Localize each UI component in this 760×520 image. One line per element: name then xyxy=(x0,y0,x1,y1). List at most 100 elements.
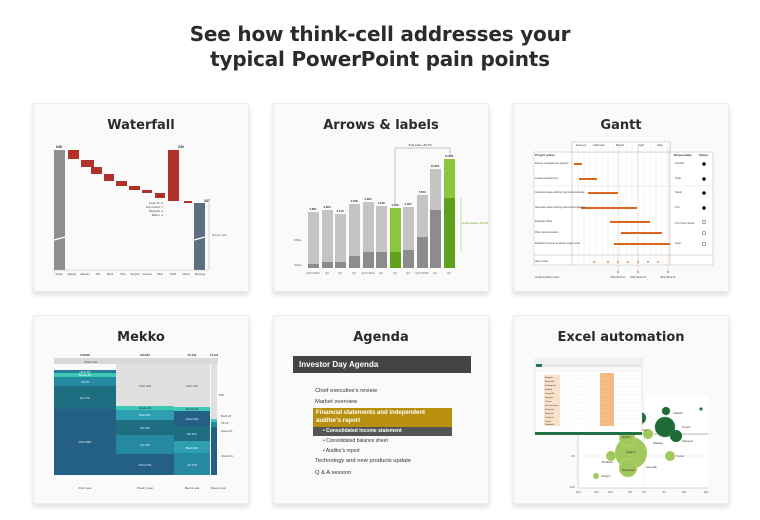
card-excel-automation[interactable]: Excel automation Chatfield Westminster xyxy=(513,315,729,504)
waterfall-chart: 648 230 437 Margin 13% Power M. -6 Bus c… xyxy=(52,145,227,276)
svg-text:Wkly Week 11: Wkly Week 11 xyxy=(610,276,626,279)
svg-text:Trenton: Trenton xyxy=(545,400,552,403)
svg-text:China 17%: China 17% xyxy=(139,463,152,467)
svg-text:Other 45%: Other 45% xyxy=(139,384,152,388)
svg-text:Retail: Retail xyxy=(56,272,63,276)
svg-text:Mechanicsburg: Mechanicsburg xyxy=(545,405,559,407)
svg-text:Display: Display xyxy=(68,272,77,276)
svg-text:Castleton: Castleton xyxy=(545,416,553,419)
svg-text:Bedford: Bedford xyxy=(622,436,631,439)
svg-text:3,867: 3,867 xyxy=(310,207,317,211)
svg-text:Q4: Q4 xyxy=(406,271,410,275)
svg-text:Online: Online xyxy=(294,263,302,267)
agenda-subitem-selected: • Consolidated income statement xyxy=(313,427,452,436)
svg-text:55%: 55% xyxy=(219,394,225,397)
svg-text:Q4: Q4 xyxy=(352,271,356,275)
svg-text:Responsible: Responsible xyxy=(674,153,692,157)
svg-text:Bedford: Bedford xyxy=(545,389,552,391)
svg-text:4,363: 4,363 xyxy=(405,202,412,206)
svg-text:Buckingham: Buckingham xyxy=(545,385,556,387)
svg-text:March: March xyxy=(616,143,625,147)
svg-text:-10%: -10% xyxy=(607,491,613,494)
svg-text:Peter: Peter xyxy=(675,176,681,180)
card-title: Excel automation xyxy=(557,330,685,345)
svg-text:Wkly Week 21: Wkly Week 21 xyxy=(660,276,676,279)
svg-text:Q1 FY2013: Q1 FY2013 xyxy=(306,271,320,275)
headline-line-1: See how think-cell addresses your xyxy=(189,22,571,46)
svg-text:4,738: 4,738 xyxy=(351,199,358,203)
svg-text:Q2: Q2 xyxy=(379,271,383,275)
svg-text:Tom: Tom xyxy=(675,205,680,209)
svg-text:EU 17%: EU 17% xyxy=(80,396,90,400)
svg-text:China 11%: China 11% xyxy=(186,417,199,421)
svg-text:Brazil 9%: Brazil 9% xyxy=(140,413,152,417)
svg-text:Manuf: Manuf xyxy=(182,272,189,276)
svg-text:10,622: 10,622 xyxy=(431,164,440,168)
card-arrows-labels[interactable]: Arrows & labels Total xyxy=(273,103,489,292)
svg-text:Sheep meat: Sheep meat xyxy=(210,486,225,490)
svg-text:Russia 3%: Russia 3% xyxy=(79,373,92,377)
svg-text:Jennifer: Jennifer xyxy=(675,161,684,165)
svg-text:Glasgow: Glasgow xyxy=(626,451,636,454)
svg-text:11,696: 11,696 xyxy=(445,154,454,158)
svg-text:Idea review: Idea review xyxy=(535,259,548,263)
svg-text:Q3: Q3 xyxy=(393,271,397,275)
svg-text:US 7%: US 7% xyxy=(81,380,90,384)
svg-text:January: January xyxy=(576,143,587,147)
svg-text:20%: 20% xyxy=(704,491,710,494)
svg-text:February: February xyxy=(593,143,606,147)
svg-text:Arlington: Arlington xyxy=(601,475,611,478)
svg-text:Establish process to derive ta: Establish process to derive target costs xyxy=(535,241,581,245)
svg-text:Other 21%: Other 21% xyxy=(84,360,98,364)
svg-text:Waterville: Waterville xyxy=(545,412,555,415)
svg-text:7,653: 7,653 xyxy=(419,190,426,194)
svg-text:Poultry meat: Poultry meat xyxy=(137,486,153,490)
agenda-item-selected: Financial statements and independent aud… xyxy=(313,408,452,427)
svg-text:Russia 4%: Russia 4% xyxy=(186,407,199,411)
svg-text:Create transparency: Create transparency xyxy=(535,176,559,180)
svg-text:Russia 4%: Russia 4% xyxy=(139,406,152,410)
wf-start-label: 648 xyxy=(56,145,62,149)
svg-text:437: 437 xyxy=(204,199,210,203)
svg-text:Proc: Proc xyxy=(120,272,126,276)
svg-text:Total sales +63.7%: Total sales +63.7% xyxy=(408,143,432,147)
svg-text:Q1 FY2014: Q1 FY2014 xyxy=(361,271,375,275)
svg-text:Q3: Q3 xyxy=(447,271,451,275)
card-agenda[interactable]: Agenda Investor Day Agenda Chief executi… xyxy=(273,315,489,504)
agenda-header: Investor Day Agenda xyxy=(293,356,471,373)
svg-text:10%: 10% xyxy=(682,491,688,494)
svg-text:3,716: 3,716 xyxy=(337,209,344,213)
card-gantt[interactable]: Gantt January February March April May xyxy=(513,103,729,292)
svg-text:Status: Status xyxy=(699,153,709,157)
svg-text:Brookfield: Brookfield xyxy=(545,381,554,383)
svg-text:Peter: Peter xyxy=(675,241,681,245)
card-mekko[interactable]: Mekko Other 21% 116,802 108,067 67,442 xyxy=(33,315,249,504)
svg-text:Bluetooth -4: Bluetooth -4 xyxy=(149,209,164,213)
svg-text:Brookfield: Brookfield xyxy=(602,461,613,464)
card-title: Waterfall xyxy=(107,118,175,133)
svg-text:Memory: Memory xyxy=(80,272,90,276)
svg-text:Battery -4: Battery -4 xyxy=(152,213,164,217)
svg-text:Online sales +101.5%: Online sales +101.5% xyxy=(462,221,489,225)
page-headline: See how think-cell addresses your typica… xyxy=(0,22,760,72)
svg-text:Buckingham: Buckingham xyxy=(622,469,635,472)
svg-text:Offline: Offline xyxy=(294,238,302,242)
agenda-subitem: • Consolidated balance sheet xyxy=(323,438,388,444)
agenda-item: Q & A session xyxy=(315,470,352,476)
svg-text:EU 11%: EU 11% xyxy=(187,432,197,436)
svg-text:Q2: Q2 xyxy=(433,271,437,275)
svg-text:0%: 0% xyxy=(571,455,575,458)
svg-text:April: April xyxy=(638,143,644,147)
svg-text:Oakmount: Oakmount xyxy=(682,440,693,443)
svg-text:Camera: Camera xyxy=(142,272,152,276)
svg-text:Wkly Week 15: Wkly Week 15 xyxy=(630,276,646,279)
mekko-chart: Other 21% 116,802 108,067 67,442 14,116 xyxy=(54,353,234,490)
svg-text:Q1 FY2015: Q1 FY2015 xyxy=(415,271,429,275)
svg-text:Plan implementation: Plan implementation xyxy=(535,230,559,234)
gantt-chart: January February March April May Project… xyxy=(533,141,714,279)
svg-text:Ensure management support: Ensure management support xyxy=(535,161,569,165)
card-title: Arrows & labels xyxy=(323,118,439,133)
svg-text:Russia 1%: Russia 1% xyxy=(221,430,233,433)
svg-text:Generate ideas utilizing exter: Generate ideas utilizing external knowle… xyxy=(535,205,586,209)
card-waterfall[interactable]: Waterfall 648 230 437 Margin 13% Power M… xyxy=(33,103,249,292)
